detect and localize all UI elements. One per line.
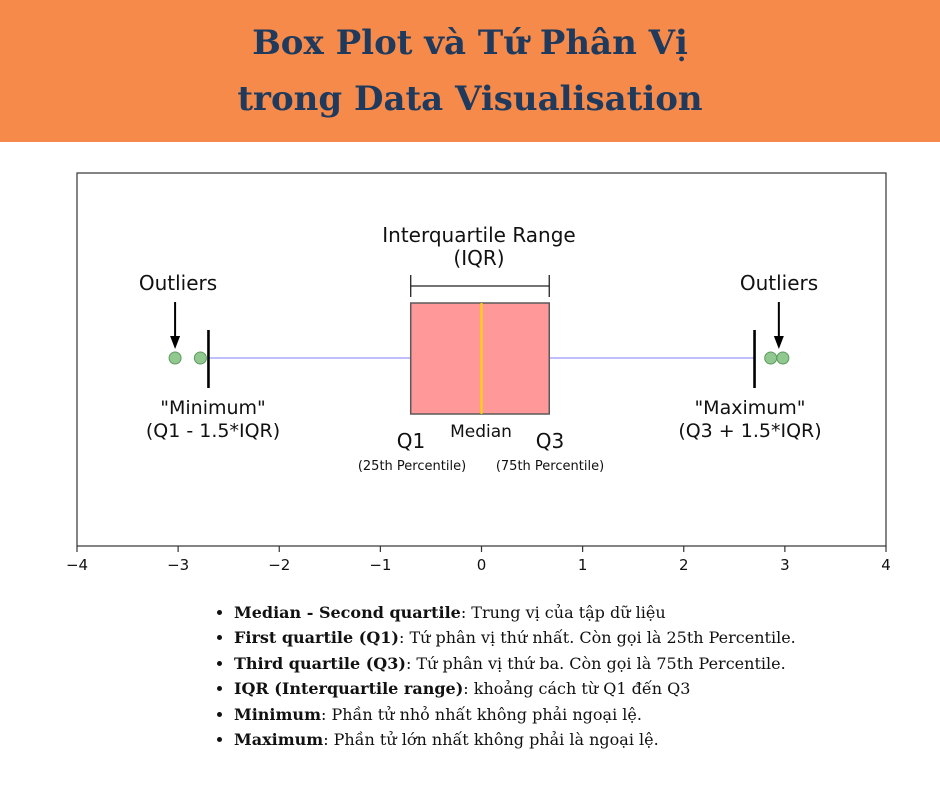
outliers-right-label: Outliers — [740, 271, 818, 295]
note-item: First quartile (Q1): Tứ phân vị thứ nhất… — [234, 625, 796, 650]
x-tick-label-2: −2 — [268, 556, 290, 574]
iqr-label-line2: (IQR) — [453, 246, 504, 270]
iqr-label-line1: Interquartile Range — [382, 223, 575, 247]
x-tick-label-0: −4 — [66, 556, 88, 574]
q3-label: Q3 — [536, 429, 564, 453]
outliers-right-arrow-head — [773, 336, 784, 349]
maximum-label-line1: "Maximum" — [694, 397, 805, 419]
x-tick-label-3: −1 — [369, 556, 391, 574]
box-plot-chart: −4 −3 −2 −1 0 1 2 3 4 Interquartile Range (IQR) … — [66, 172, 891, 574]
note-item: Maximum: Phần tử lớn nhất không phải là … — [234, 727, 796, 752]
note-description: : Trung vị của tập dữ liệu — [460, 603, 666, 622]
q1-sub-label: (25th Percentile) — [358, 459, 466, 474]
note-description: : khoảng cách từ Q1 đến Q3 — [463, 679, 691, 699]
outlier-point-2 — [193, 351, 207, 365]
note-item: Third quartile (Q3): Tứ phân vị thứ ba. … — [234, 651, 796, 676]
note-description: : Phần tử lớn nhất không phải là ngoại l… — [323, 730, 659, 750]
outlier-point-1 — [168, 351, 182, 365]
iqr-box — [409, 302, 551, 415]
note-item: Median - Second quartile: Trung vị của t… — [234, 600, 796, 625]
note-item: IQR (Interquartile range): khoảng cách t… — [234, 676, 796, 701]
note-description: : Tứ phân vị thứ nhất. Còn gọi là 25th P… — [398, 628, 796, 648]
x-tick-label-1: −3 — [167, 556, 189, 574]
outliers-left-label: Outliers — [139, 271, 217, 295]
minimum-label-line1: "Minimum" — [160, 397, 266, 419]
median-label: Median — [450, 422, 512, 442]
note-term: IQR (Interquartile range) — [234, 679, 464, 699]
note-term: Minimum — [234, 704, 321, 724]
x-tick-label-5: 1 — [578, 556, 588, 574]
outlier-point-3 — [764, 351, 778, 365]
x-tick-label-8: 4 — [881, 556, 891, 574]
outliers-left-arrow-head — [170, 336, 181, 349]
note-term: Median - Second quartile — [234, 603, 461, 622]
x-tick-label-4: 0 — [477, 556, 487, 574]
note-description: : Tứ phân vị thứ ba. Còn gọi là 75th Per… — [405, 653, 786, 673]
title-banner: Box Plot và Tứ Phân Vị trong Data Visual… — [0, 0, 940, 142]
q1-label: Q1 — [397, 429, 425, 453]
maximum-label-line2: (Q3 + 1.5*IQR) — [678, 420, 821, 442]
definition-list: Median - Second quartile: Trung vị của t… — [214, 600, 796, 752]
x-tick-label-7: 3 — [780, 556, 790, 574]
note-term: First quartile (Q1) — [234, 628, 399, 648]
minimum-label-line2: (Q1 - 1.5*IQR) — [146, 420, 280, 442]
title-line-2: trong Data Visualisation — [237, 79, 703, 119]
note-description: : Phần tử nhỏ nhất không phải ngoại lệ. — [321, 704, 642, 724]
outlier-point-4 — [776, 351, 790, 365]
note-item: Minimum: Phần tử nhỏ nhất không phải ngo… — [234, 702, 796, 727]
title-line-1: Box Plot và Tứ Phân Vị — [252, 23, 688, 63]
note-term: Third quartile (Q3) — [234, 653, 406, 673]
x-tick-label-6: 2 — [679, 556, 689, 574]
q3-sub-label: (75th Percentile) — [496, 459, 604, 474]
note-term: Maximum — [234, 730, 324, 750]
